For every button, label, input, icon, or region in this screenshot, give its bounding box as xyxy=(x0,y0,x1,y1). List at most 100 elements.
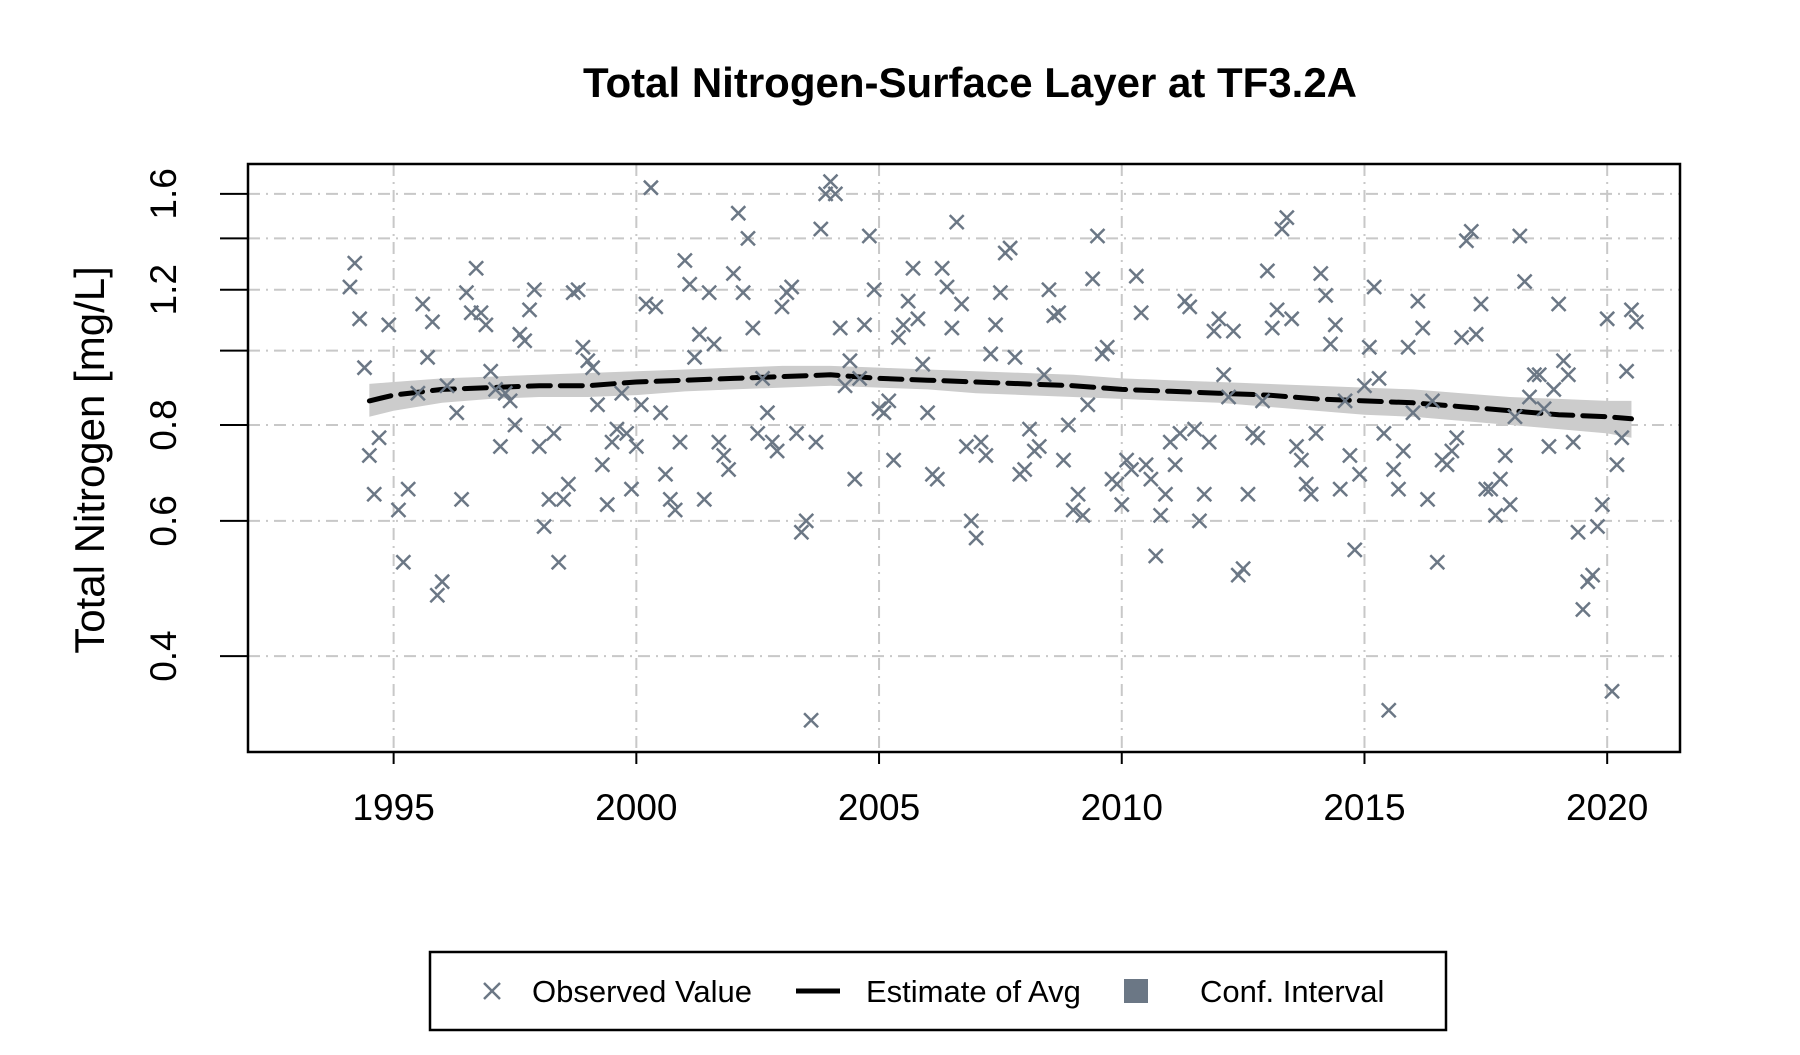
observed-point xyxy=(759,404,776,421)
observed-point xyxy=(652,404,669,421)
observed-point-stroke xyxy=(1541,438,1557,455)
observed-point xyxy=(1050,304,1067,321)
observed-point-stroke xyxy=(876,404,892,421)
observed-point-stroke xyxy=(351,310,368,327)
observed-point-stroke xyxy=(458,284,475,301)
observed-point xyxy=(856,317,873,333)
observed-point-stroke xyxy=(1065,502,1082,518)
observed-point xyxy=(1332,481,1349,498)
observed-point-stroke xyxy=(1342,447,1358,464)
observed-point-stroke xyxy=(701,284,718,301)
observed-point-stroke xyxy=(1376,425,1392,442)
observed-point-stroke xyxy=(715,447,732,464)
observed-point xyxy=(1196,486,1213,503)
observed-point-stroke xyxy=(1409,293,1426,309)
observed-point xyxy=(914,356,931,373)
observed-point-stroke xyxy=(934,260,951,277)
observed-point xyxy=(356,359,373,376)
observed-point-stroke xyxy=(672,434,688,450)
y-tick-label: 0.8 xyxy=(143,399,184,450)
observed-point xyxy=(1089,228,1106,244)
observed-point-stroke xyxy=(1157,486,1174,503)
observed-point-stroke xyxy=(1468,326,1485,343)
observed-point xyxy=(594,456,611,473)
observed-point-stroke xyxy=(783,279,800,295)
observed-point-stroke xyxy=(900,293,917,309)
observed-point-stroke xyxy=(788,425,805,442)
observed-point xyxy=(1293,452,1310,468)
observed-point-stroke xyxy=(507,417,523,433)
observed-point xyxy=(604,434,620,450)
observed-point-stroke xyxy=(1555,352,1572,369)
observed-point xyxy=(599,496,616,513)
observed-point xyxy=(550,554,567,571)
observed-point xyxy=(1565,434,1582,450)
observed-point xyxy=(1308,425,1324,442)
observed-point-stroke xyxy=(647,299,664,315)
observed-point-stroke xyxy=(1181,299,1198,315)
observed-point xyxy=(1210,310,1227,327)
observed-point xyxy=(710,434,727,450)
observed-point xyxy=(1511,228,1528,244)
observed-point xyxy=(1555,352,1572,369)
observed-point xyxy=(453,491,470,508)
axis-layer: 1995 2000 2005 2010 2015 2020 0.4 0.6 0.8 1.2 1.6 xyxy=(143,162,1682,828)
observed-point xyxy=(696,491,713,508)
observed-point xyxy=(1477,481,1494,498)
observed-point-stroke xyxy=(1060,417,1077,433)
observed-point xyxy=(477,317,494,333)
observed-point-stroke xyxy=(914,356,931,373)
observed-point-stroke xyxy=(1191,513,1208,529)
observed-point xyxy=(1283,310,1300,327)
observed-point xyxy=(1036,366,1052,383)
observed-point xyxy=(681,276,698,293)
observed-point xyxy=(1337,392,1353,409)
observed-point xyxy=(618,425,635,442)
observed-point xyxy=(1079,396,1096,413)
observed-point-stroke xyxy=(1036,366,1052,383)
observed-point-stroke xyxy=(657,466,674,483)
observed-point xyxy=(1259,263,1276,279)
observed-point xyxy=(1181,299,1198,315)
observed-point xyxy=(846,471,863,488)
observed-point-stroke xyxy=(827,185,844,202)
observed-point-stroke xyxy=(448,404,465,421)
observed-point-stroke xyxy=(1463,223,1480,240)
observed-point xyxy=(1240,486,1256,503)
observed-point-stroke xyxy=(667,502,684,518)
observed-point xyxy=(1526,366,1543,383)
observed-point xyxy=(672,434,688,450)
observed-point-stroke xyxy=(1594,496,1611,513)
observed-point xyxy=(1424,392,1441,409)
observed-point xyxy=(1618,363,1635,380)
observed-point-stroke xyxy=(1560,366,1577,383)
observed-point xyxy=(1604,683,1620,700)
observed-point-stroke xyxy=(1254,392,1271,409)
observed-point xyxy=(1463,223,1480,240)
observed-point-stroke xyxy=(1099,339,1116,356)
observed-point xyxy=(837,377,853,394)
observed-point xyxy=(439,377,455,394)
observed-point xyxy=(1225,323,1242,340)
observed-point-stroke xyxy=(1502,496,1518,513)
observed-point-stroke xyxy=(929,471,946,488)
observed-point xyxy=(1502,496,1518,513)
observed-point-stroke xyxy=(759,404,776,421)
observed-point-stroke xyxy=(1385,461,1402,478)
observed-point xyxy=(507,417,523,433)
observed-point-stroke xyxy=(361,447,378,464)
observed-point xyxy=(560,476,577,492)
observed-point-stroke xyxy=(798,513,815,529)
observed-point-stroke xyxy=(968,530,985,546)
observed-point-stroke xyxy=(599,496,616,513)
observed-point xyxy=(502,392,519,409)
observed-point xyxy=(1570,524,1586,541)
observed-point xyxy=(434,573,451,590)
observed-point-stroke xyxy=(963,513,980,529)
observed-point xyxy=(579,352,596,369)
observed-point xyxy=(735,284,752,301)
observed-point xyxy=(900,293,917,309)
observed-point xyxy=(1395,443,1412,459)
observed-point xyxy=(953,296,970,312)
